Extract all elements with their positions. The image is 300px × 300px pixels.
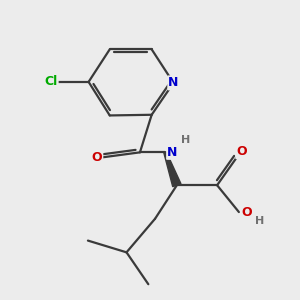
Text: O: O <box>92 151 102 164</box>
Text: O: O <box>241 206 252 219</box>
Text: H: H <box>255 217 264 226</box>
Text: O: O <box>236 145 247 158</box>
Polygon shape <box>164 152 181 187</box>
Text: H: H <box>181 135 190 145</box>
Text: N: N <box>168 76 179 89</box>
Text: N: N <box>167 146 178 159</box>
Text: Cl: Cl <box>44 75 58 88</box>
